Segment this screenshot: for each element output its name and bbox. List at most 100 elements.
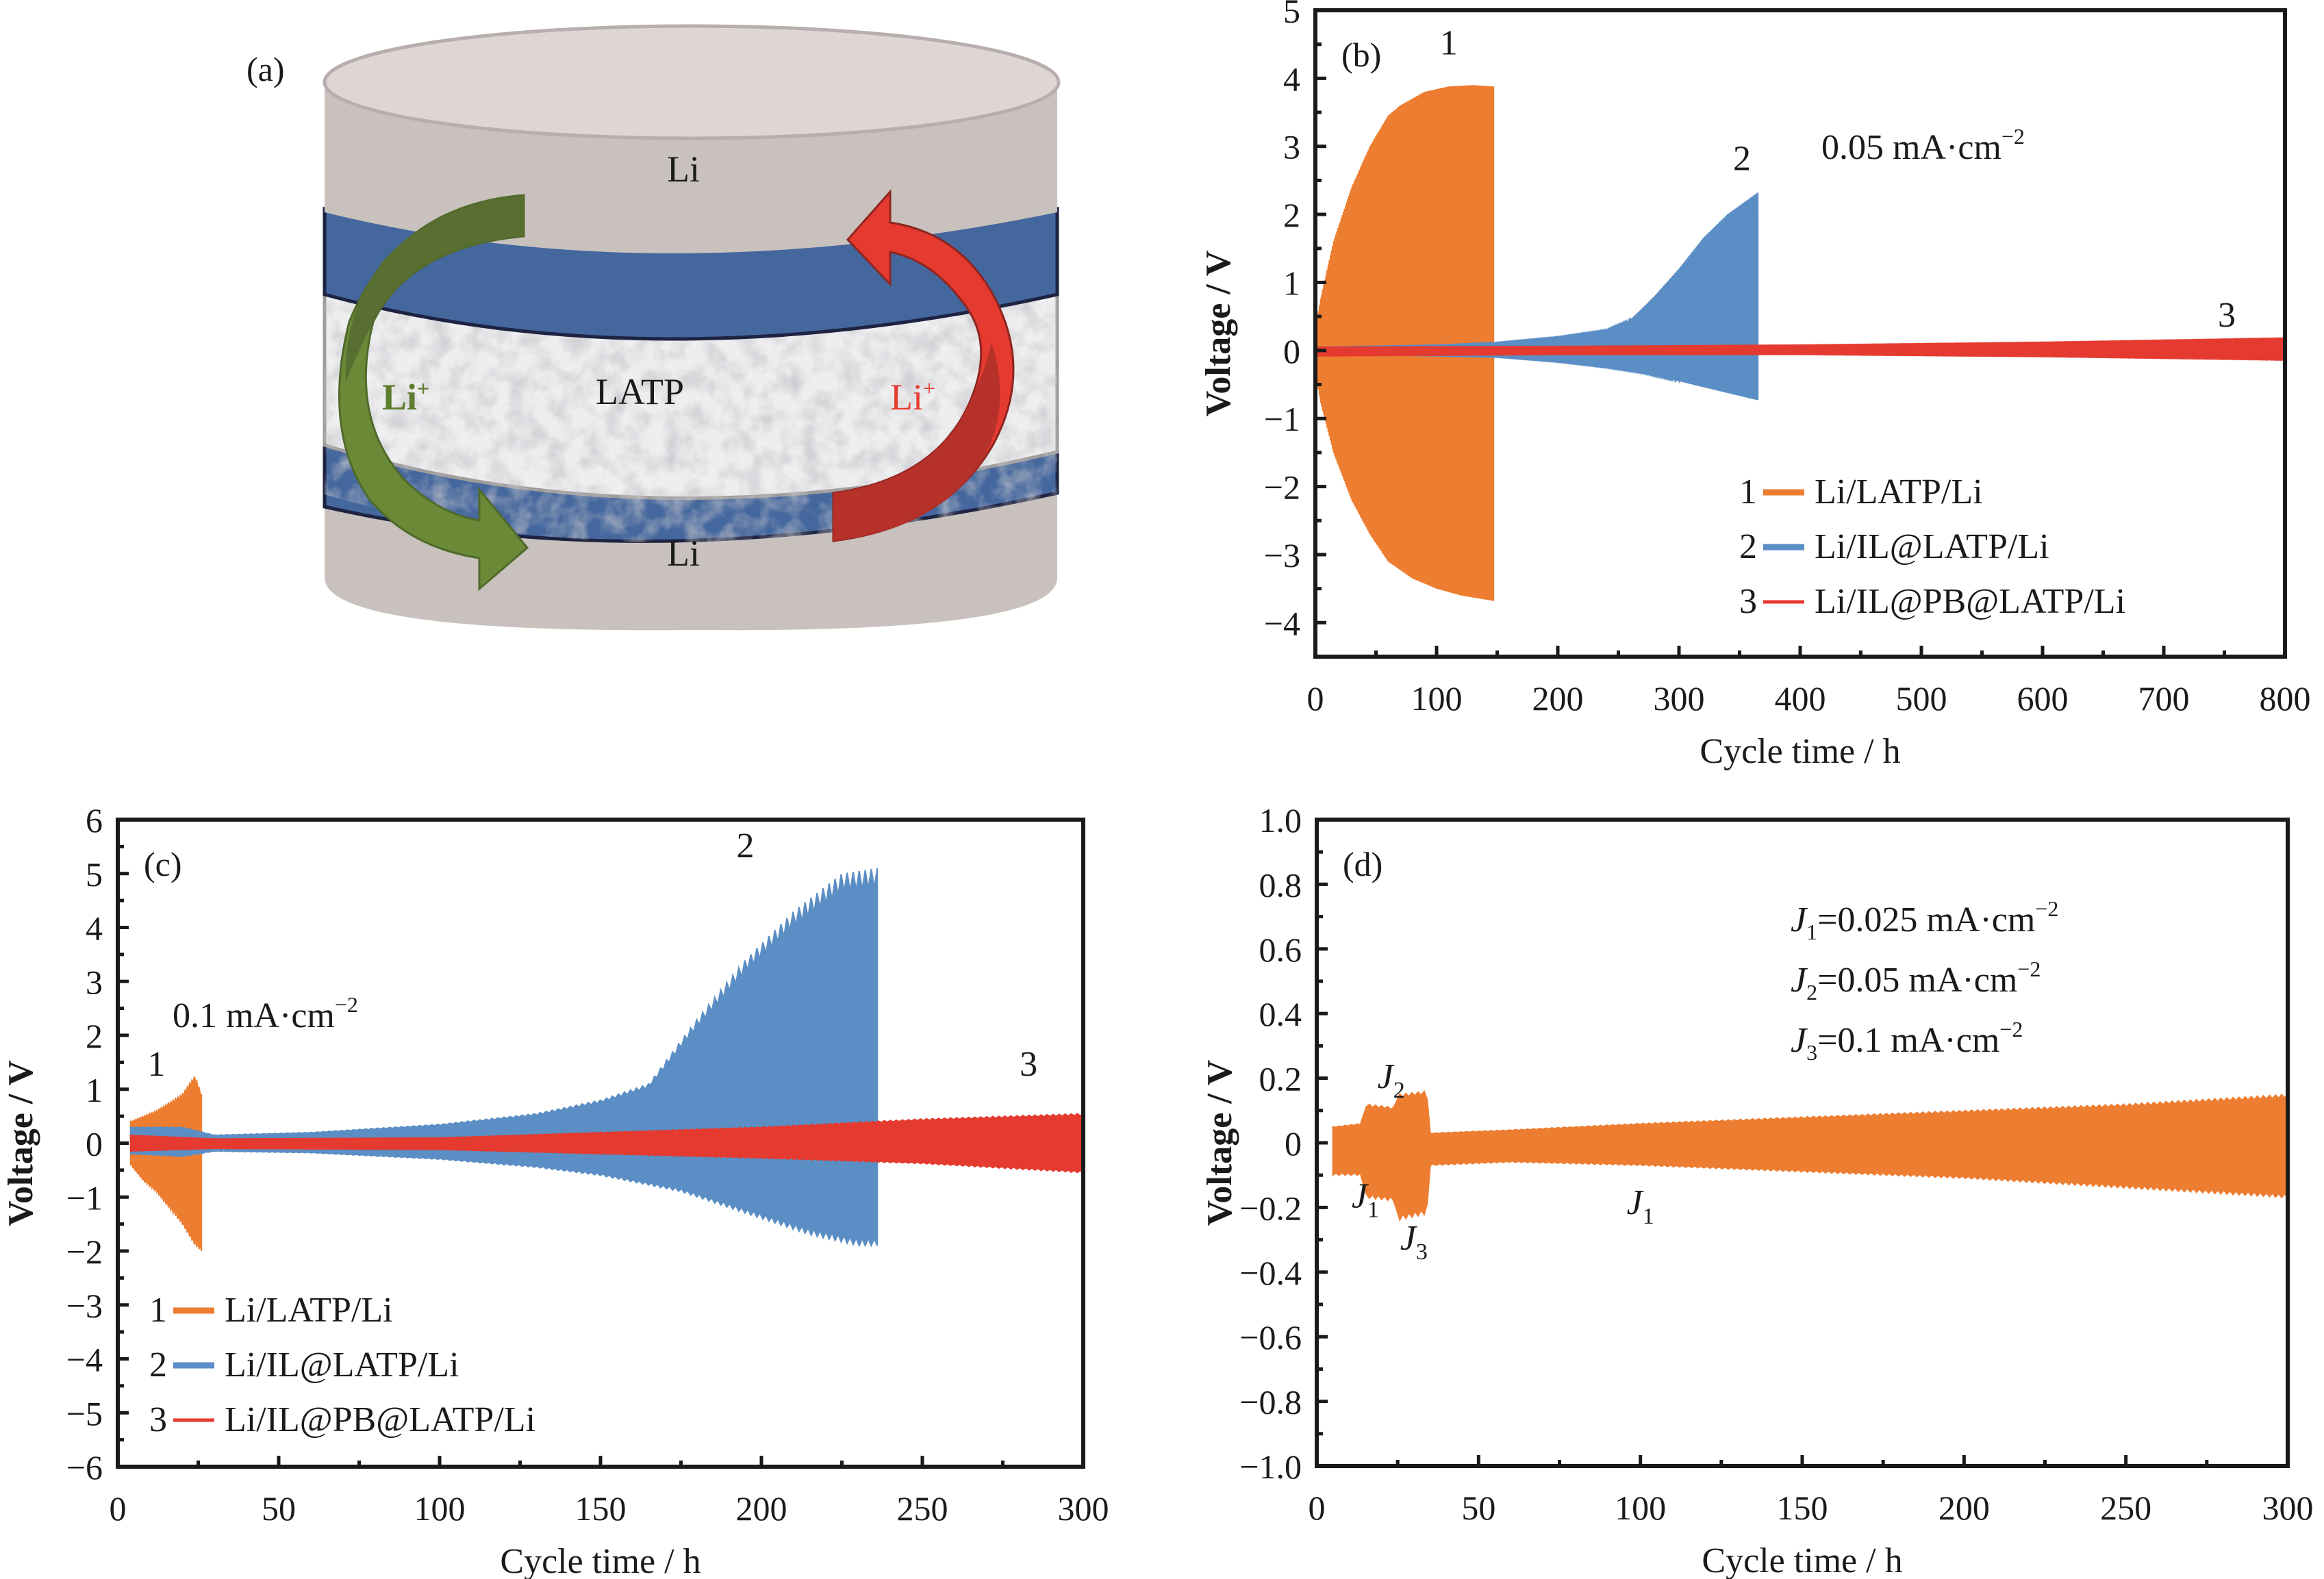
legend: 1 Li/LATP/Li 2 Li/IL@LATP/Li 3 Li/IL@PB@LATP/… [149, 1291, 535, 1439]
y-tick-label: 3 [86, 963, 103, 1001]
legend-number: 3 [149, 1400, 167, 1439]
y-tick-label: 0 [1283, 332, 1300, 370]
y-tick-label: 1 [1283, 264, 1300, 302]
symbol-j: J [1400, 1219, 1418, 1258]
y-tick-label: 2 [1283, 196, 1300, 234]
legend-number: 2 [149, 1346, 167, 1385]
y-tick-label: 0.4 [1259, 995, 1302, 1033]
x-tick-label: 50 [1461, 1489, 1495, 1527]
series-label: 3 [2218, 296, 2236, 335]
y-tick-label: 0.2 [1259, 1060, 1302, 1098]
annotation-superscript: −2 [2035, 896, 2058, 921]
x-tick-label: 0 [110, 1489, 127, 1528]
y-axis-title: Voltage / V [1200, 1060, 1239, 1226]
y-tick-label: −0.6 [1239, 1318, 1302, 1356]
legend-number: 1 [1739, 472, 1757, 511]
x-tick-label: 700 [2138, 679, 2190, 718]
annotation-superscript: −2 [2001, 124, 2025, 149]
annotation-text: 0.1 mA·cm [173, 996, 335, 1035]
symbol-j: J [1791, 900, 1808, 939]
series-group [129, 868, 1084, 1252]
series-1-band [1315, 85, 1495, 601]
y-tick-label: −1 [1264, 400, 1300, 438]
y-tick-label: 4 [86, 909, 103, 948]
symbol-j: J [1378, 1057, 1395, 1096]
x-tick-label: 600 [2017, 679, 2069, 718]
y-tick-label: −4 [66, 1341, 103, 1379]
li-top-label: Li [667, 149, 700, 190]
series-group [1332, 1089, 2288, 1222]
legend-number: 1 [149, 1291, 167, 1330]
chart-panel-b: 0 100 200 300 400 500 600 700 800 −4 −3 −2 −1 0 1 2 3 4 5 C… [1199, 0, 2311, 771]
panel-a-diagram: (a) Li LATP Li Li+ Li+ [247, 24, 1061, 631]
series-group [1315, 85, 2286, 601]
panel-label: (d) [1343, 845, 1382, 883]
series-label: J1 [1352, 1176, 1379, 1222]
x-tick-label: 50 [262, 1489, 296, 1528]
legend-number: 2 [1739, 527, 1757, 566]
x-tick-label: 250 [2100, 1489, 2151, 1527]
y-tick-label: −3 [1264, 536, 1300, 574]
y-tick-label: 1 [86, 1071, 103, 1109]
current-density-line: J3=0.1 mA·cm−2 [1791, 1017, 2023, 1065]
x-axis-title: Cycle time / h [1702, 1541, 1902, 1579]
current-density-annotation: 0.1 mA·cm−2 [173, 992, 358, 1035]
x-axis-title: Cycle time / h [500, 1542, 700, 1579]
y-tick-label: −1 [66, 1178, 103, 1217]
panel-label: (b) [1341, 36, 1381, 74]
symbol-j: J [1791, 1021, 1808, 1060]
legend: 1 Li/LATP/Li 2 Li/IL@LATP/Li 3 Li/IL@PB@LATP/… [1739, 472, 2125, 621]
legend-number: 3 [1739, 582, 1757, 621]
y-tick-label: 5 [86, 855, 103, 894]
x-tick-label: 0 [1309, 1489, 1326, 1527]
x-axis-title: Cycle time / h [1700, 732, 1900, 771]
subscript: 2 [1393, 1078, 1405, 1103]
panel-a-label: (a) [247, 50, 285, 88]
series-label: 2 [1733, 140, 1751, 179]
y-tick-label: −0.8 [1239, 1383, 1302, 1422]
legend-label: Li/LATP/Li [225, 1291, 393, 1330]
annotation-superscript: −2 [335, 992, 358, 1017]
y-tick-label: −6 [66, 1448, 103, 1487]
series-label: J2 [1378, 1057, 1405, 1103]
y-tick-label: 0.6 [1259, 931, 1302, 969]
x-tick-label: 150 [1777, 1489, 1828, 1527]
legend-label: Li/IL@PB@LATP/Li [225, 1400, 535, 1439]
y-tick-label: 0 [1285, 1124, 1302, 1163]
li-top-face [323, 24, 1061, 140]
annotation-text: =0.025 mA·cm [1817, 900, 2035, 939]
x-tick-label: 100 [414, 1489, 466, 1528]
panel-label: (c) [144, 845, 182, 883]
x-tick-label: 100 [1411, 679, 1463, 718]
subscript: 1 [1806, 920, 1817, 944]
x-tick-label: 200 [1938, 1489, 1990, 1527]
y-tick-label: −3 [66, 1287, 103, 1325]
y-axis-title: Voltage / V [1199, 251, 1238, 417]
series-2-band [129, 868, 879, 1248]
symbol-j: J [1352, 1176, 1369, 1215]
y-tick-label: 0.8 [1259, 866, 1302, 904]
legend-label: Li/LATP/Li [1815, 472, 1983, 511]
series-1-band [1332, 1089, 2288, 1222]
subscript: 3 [1416, 1239, 1428, 1265]
y-tick-label: 4 [1283, 60, 1300, 98]
y-tick-label: 2 [86, 1017, 103, 1055]
y-tick-label: 3 [1283, 128, 1300, 166]
current-density-annotation: 0.05 mA·cm−2 [1821, 124, 2025, 167]
y-tick-label: −0.4 [1239, 1254, 1302, 1292]
x-tick-label: 200 [736, 1489, 787, 1528]
li-bottom-label: Li [667, 533, 700, 574]
y-tick-label: −0.2 [1239, 1189, 1302, 1227]
series-label: J3 [1400, 1219, 1428, 1265]
subscript: 1 [1643, 1204, 1654, 1229]
y-tick-label: −5 [66, 1394, 103, 1432]
y-tick-label: 1.0 [1259, 801, 1302, 839]
chart-panel-c: 0 50 100 150 200 250 300 −6 −5 −4 −3 −2 −1 0 1 2 3 4 5 6 Cyc… [1, 801, 1109, 1579]
x-tick-label: 300 [1058, 1489, 1109, 1528]
x-tick-label: 800 [2260, 679, 2311, 718]
li-ion-right-label: Li+ [890, 376, 935, 418]
symbol-j: J [1627, 1183, 1645, 1222]
legend-label: Li/IL@LATP/Li [225, 1346, 459, 1385]
li-ion-arrow-down-shade [345, 195, 524, 383]
y-tick-label: −2 [1264, 468, 1300, 507]
